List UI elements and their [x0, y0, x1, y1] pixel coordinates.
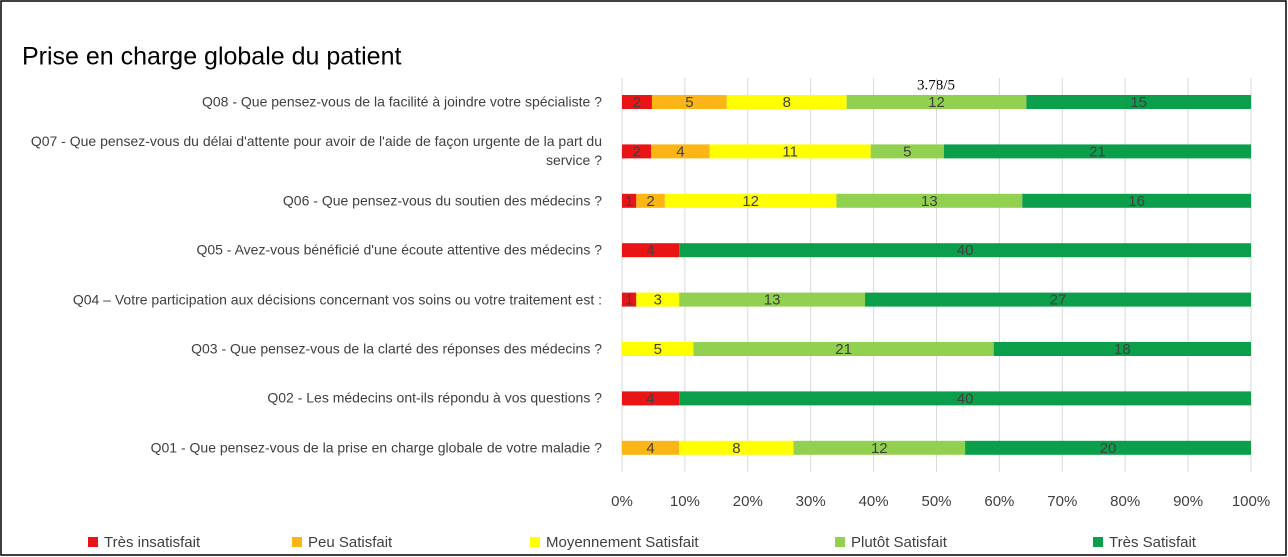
legend-label: Peu Satisfait [308, 534, 393, 551]
bar-segment [622, 95, 652, 109]
bar-segment [709, 144, 871, 159]
data-label: 40 [957, 390, 974, 407]
x-tick-label: 30% [796, 493, 826, 510]
category-label: Q05 - Avez-vous bénéficié d'une écoute a… [196, 241, 602, 258]
data-label: 18 [1114, 341, 1131, 358]
bar-segment [679, 391, 1251, 406]
bar-segment [993, 342, 1251, 356]
data-label: 4 [646, 390, 654, 407]
category-label: Q02 - Les médecins ont-ils répondu à vos… [267, 389, 602, 406]
legend-label: Très Satisfait [1109, 534, 1197, 551]
x-tick-label: 40% [859, 493, 889, 510]
data-label: 27 [1050, 292, 1067, 309]
bar-segment [726, 95, 847, 109]
data-label: 8 [732, 440, 740, 457]
chart-title: Prise en charge globale du patient [22, 43, 401, 71]
category-label: Q01 - Que pensez-vous de la prise en cha… [150, 439, 602, 456]
bar-segment [636, 292, 680, 307]
bar-segment [664, 193, 837, 208]
legend-swatch [88, 537, 98, 547]
category-label: Q04 – Votre participation aux décisions … [72, 291, 602, 308]
bar-segment [622, 144, 652, 159]
x-tick-label: 70% [1047, 493, 1077, 510]
bar-segment [1026, 95, 1251, 109]
bar-segment [846, 95, 1027, 109]
x-tick-label: 0% [611, 493, 633, 510]
data-label: 5 [685, 94, 693, 111]
data-label: 1 [625, 292, 633, 309]
x-tick-label: 100% [1232, 493, 1270, 510]
x-tick-label: 90% [1173, 493, 1203, 510]
legend-label: Moyennement Satisfait [546, 534, 699, 551]
bar-segment [679, 440, 794, 455]
bar-segment [793, 440, 966, 455]
legend-swatch [1093, 537, 1103, 547]
data-label: 2 [646, 193, 654, 210]
category-label: Q06 - Que pensez-vous du soutien des méd… [282, 192, 602, 209]
data-label: 13 [764, 292, 781, 309]
bar-segment [836, 193, 1023, 208]
bar-segment [965, 440, 1251, 455]
data-label: 2 [633, 94, 641, 111]
bar-segment [622, 193, 637, 208]
bar-segment [679, 243, 1251, 258]
bar-segment [679, 292, 866, 307]
data-label: 15 [1130, 94, 1147, 111]
bar-segment [622, 292, 637, 307]
x-tick-label: 60% [984, 493, 1014, 510]
data-label: 21 [1089, 143, 1106, 160]
bar-segment [693, 342, 994, 356]
bar-segment [636, 193, 665, 208]
bar-segment [943, 144, 1251, 159]
category-label: Q03 - Que pensez-vous de la clarté des r… [191, 340, 602, 357]
x-tick-label: 10% [670, 493, 700, 510]
bar-segment [1022, 193, 1251, 208]
data-label: 4 [646, 440, 654, 457]
legend-swatch [292, 537, 302, 547]
bar-segment [622, 243, 680, 258]
data-label: 20 [1100, 440, 1117, 457]
data-label: 40 [957, 242, 974, 259]
data-label: 12 [928, 94, 945, 111]
data-label: 21 [835, 341, 852, 358]
bar-segment [651, 144, 710, 159]
legend-swatch [835, 537, 845, 547]
data-label: 11 [782, 143, 798, 160]
data-label: 4 [676, 143, 684, 160]
bar-segment [870, 144, 944, 159]
x-tick-label: 50% [921, 493, 951, 510]
bar-segment [622, 391, 680, 406]
data-label: 13 [921, 193, 938, 210]
data-label: 5 [654, 341, 662, 358]
data-label: 16 [1128, 193, 1145, 210]
category-label: Q07 - Que pensez-vous du délai d'attente… [30, 133, 602, 169]
data-label: 12 [742, 193, 759, 210]
bar-segment [622, 440, 680, 455]
legend-label: Très insatisfait [104, 534, 201, 551]
bar-segment [622, 342, 694, 356]
data-label: 4 [646, 242, 654, 259]
x-tick-label: 20% [733, 493, 763, 510]
legend-label: Plutôt Satisfait [851, 534, 948, 551]
data-label: 5 [903, 143, 911, 160]
data-label: 8 [783, 94, 791, 111]
x-tick-label: 80% [1110, 493, 1140, 510]
data-label: 1 [625, 193, 633, 210]
data-label: 12 [871, 440, 888, 457]
legend-swatch [530, 537, 540, 547]
category-label: Q08 - Que pensez-vous de la facilité à j… [202, 93, 602, 110]
bar-segment [651, 95, 727, 109]
data-label: 2 [632, 143, 640, 160]
bar-segment [865, 292, 1251, 307]
data-label: 3 [654, 292, 662, 309]
